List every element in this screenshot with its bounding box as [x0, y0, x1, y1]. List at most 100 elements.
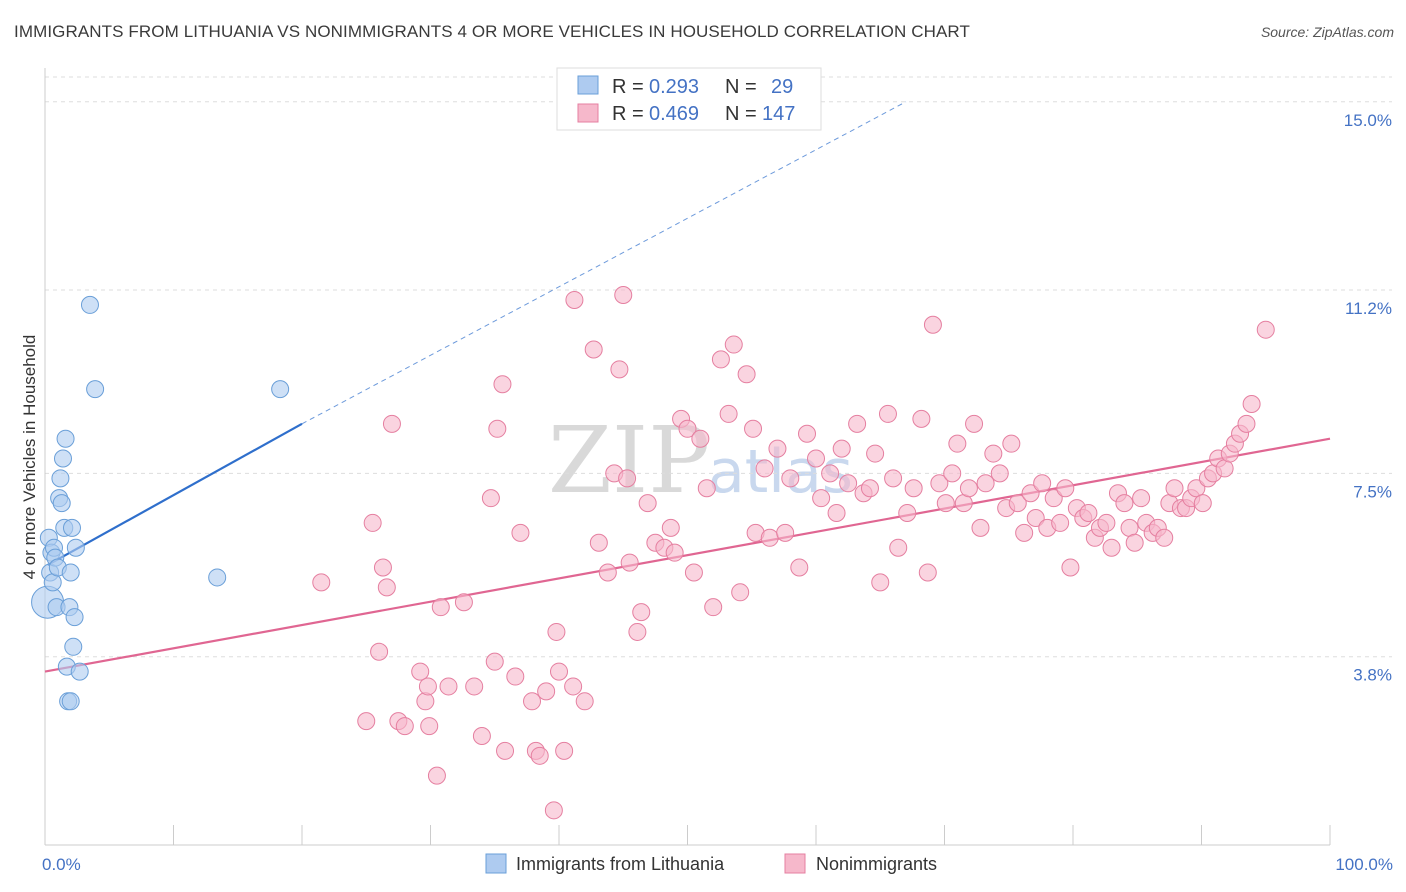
nonimmigrant-point [416, 692, 435, 711]
nonimmigrant-point [1155, 528, 1174, 547]
series-label-lithuania: Immigrants from Lithuania [516, 854, 725, 874]
nonimmigrant-point [860, 479, 879, 498]
nonimmigrant-point [610, 360, 629, 379]
nonimmigrant-point [684, 563, 703, 582]
nonimmigrant-point [948, 434, 967, 453]
nonimmigrant-point [357, 712, 376, 731]
nonimmigrant-point [711, 350, 730, 369]
lithuania-point [208, 568, 227, 587]
nonimmigrant-point [382, 414, 401, 433]
legend-swatch-pink [577, 103, 599, 123]
nonimmigrant-point [472, 726, 491, 745]
nonimmigrant-point [1187, 479, 1206, 498]
nonimmigrant-point [984, 444, 1003, 463]
nonimmigrant-point [584, 340, 603, 359]
nonimmigrant-point [912, 409, 931, 428]
nonimmigrant-point [1193, 494, 1212, 513]
nonimmigrant-point [737, 365, 756, 384]
nonimmigrant-point [744, 419, 763, 438]
nonimmigrant-point [878, 404, 897, 423]
nonimmigrant-point [589, 533, 608, 552]
lithuania-point [62, 518, 81, 537]
y-tick-label: 15.0% [1344, 111, 1392, 130]
nonimmigrant-point [496, 741, 515, 760]
nonimmigrant-point [1015, 523, 1034, 542]
series-swatch-nonimmigrants [784, 853, 806, 874]
nonimmigrant-point [370, 642, 389, 661]
tick-labels: 3.8% 7.5% 11.2% 15.0% 0.0% 100.0% [42, 111, 1393, 874]
nonimmigrant-point [544, 801, 563, 820]
nonimmigrant-point [632, 603, 651, 622]
nonimmigrant-point [918, 563, 937, 582]
nonimmigrant-point [704, 598, 723, 617]
nonimmigrant-point [638, 494, 657, 513]
nonimmigrant-point [1079, 504, 1098, 523]
nonimmigrant-point [697, 479, 716, 498]
nonimmigrant-point [724, 335, 743, 354]
lithuania-point [56, 429, 75, 448]
nonimmigrant-point [618, 469, 637, 488]
legend-swatch-blue [577, 75, 599, 95]
nonimmigrant-point [866, 444, 885, 463]
nonimmigrant-point [1115, 494, 1134, 513]
nonimmigrant-point [373, 558, 392, 577]
data-points [31, 286, 1275, 820]
nonimmigrant-point [719, 404, 738, 423]
nonimmigrant-point [530, 746, 549, 765]
legend-n-value-2: 147 [762, 103, 795, 125]
nonimmigrant-point [454, 593, 473, 612]
stats-legend-box [556, 67, 822, 131]
nonimmigrant-point [691, 429, 710, 448]
nonimmigrant-point [781, 469, 800, 488]
nonimmigrant-point [575, 692, 594, 711]
lithuania-point [64, 637, 83, 656]
y-axis-label: 4 or more Vehicles in Household [20, 335, 39, 580]
nonimmigrant-point [1237, 414, 1256, 433]
nonimmigrant-point [827, 504, 846, 523]
nonimmigrant-point [439, 677, 458, 696]
nonimmigrant-point [1061, 558, 1080, 577]
nonimmigrant-point [420, 717, 439, 736]
nonimmigrant-point [411, 662, 430, 681]
nonimmigrant-point [511, 523, 530, 542]
series-swatch-lithuania [485, 853, 507, 874]
x-tick-label: 100.0% [1335, 855, 1393, 874]
series-label-nonimmigrants: Nonimmigrants [816, 854, 937, 874]
nonimmigrant-point [523, 692, 542, 711]
trend-lines [44, 101, 1331, 673]
nonimmigrant-point [427, 766, 446, 785]
nonimmigrant-point [1021, 484, 1040, 503]
lithuania-trend-line [47, 422, 303, 567]
lithuania-point [51, 469, 70, 488]
nonimmigrant-point [312, 573, 331, 592]
nonimmigrant-point [628, 622, 647, 641]
nonimmigrant-point [1033, 474, 1052, 493]
nonimmigrant-point [537, 682, 556, 701]
legend-n-label-1: N = [725, 76, 757, 98]
nonimmigrant-point [1044, 489, 1063, 508]
stats-legend: R = 0.293 N = 29 R = 0.469 N = 147 [556, 67, 822, 131]
nonimmigrant-point [755, 459, 774, 478]
legend-n-value-1: 29 [771, 76, 793, 98]
nonimmigrant-point [871, 573, 890, 592]
nonimmigrant-point [943, 464, 962, 483]
legend-r-label-1: R = [612, 76, 644, 98]
nonimmigrant-point [565, 290, 584, 309]
nonimmigrant-point [598, 563, 617, 582]
nonimmigrant-point [481, 489, 500, 508]
nonimmigrant-point [1242, 395, 1261, 414]
lithuania-point [61, 563, 80, 582]
nonimmigrant-point [1132, 489, 1151, 508]
y-tick-label: 11.2% [1345, 299, 1392, 318]
source-label: Source: ZipAtlas.com [1260, 24, 1394, 40]
nonimmigrant-point [898, 504, 917, 523]
nonimmigrant-point [971, 518, 990, 537]
nonimmigrant-point [1165, 479, 1184, 498]
nonimmigrant-point [678, 419, 697, 438]
legend-r-value-2: 0.469 [649, 103, 699, 125]
x-tick-label: 0.0% [42, 855, 81, 874]
nonimmigrant-point [812, 489, 831, 508]
nonimmigrant-point [506, 667, 525, 686]
nonimmigrant-point [363, 513, 382, 532]
